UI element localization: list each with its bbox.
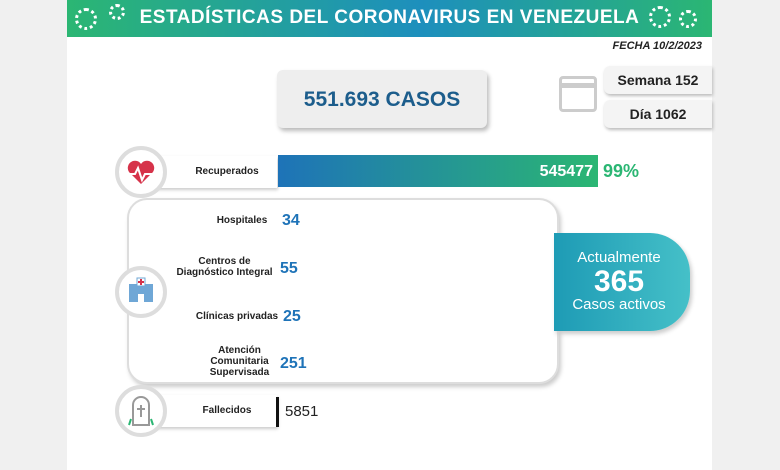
hospitals-value: 34 bbox=[282, 212, 300, 229]
community-care-label: Atención Comunitaria Supervisada bbox=[209, 345, 270, 378]
date-label: FECHA 10/2/2023 bbox=[612, 40, 702, 52]
active-cases-value: 365 bbox=[593, 265, 645, 298]
private-clinics-label: Clínicas privadas bbox=[195, 311, 279, 322]
total-cases-box: 551.693 CASOS bbox=[277, 70, 487, 128]
cdi-value: 55 bbox=[280, 260, 298, 277]
recovered-label: Recuperados bbox=[195, 166, 259, 177]
page-title: ESTADÍSTICAS DEL CORONAVIRUS EN VENEZUEL… bbox=[139, 7, 640, 28]
community-care-value: 251 bbox=[280, 355, 307, 372]
tombstone-icon bbox=[115, 385, 167, 437]
day-badge: Día 1062 bbox=[604, 100, 712, 128]
deaths-value: 5851 bbox=[285, 403, 319, 420]
hospitals-label: Hospitales bbox=[216, 215, 268, 226]
week-badge: Semana 152 bbox=[604, 66, 712, 94]
active-line1: Actualmente bbox=[577, 249, 661, 266]
hospital-icon bbox=[115, 266, 167, 318]
deaths-label: Fallecidos bbox=[202, 405, 252, 416]
recovered-value: 545477 bbox=[539, 163, 593, 180]
recovered-percent: 99% bbox=[603, 161, 640, 181]
virus-icon bbox=[679, 10, 697, 28]
virus-icon bbox=[109, 4, 125, 20]
header-banner: ESTADÍSTICAS DEL CORONAVIRUS EN VENEZUEL… bbox=[67, 0, 712, 37]
heart-icon bbox=[115, 146, 167, 198]
private-clinics-value: 25 bbox=[283, 308, 301, 325]
recovered-bar bbox=[278, 155, 598, 187]
calendar-icon bbox=[559, 76, 597, 112]
deaths-bar bbox=[276, 397, 279, 427]
infographic-sheet: ESTADÍSTICAS DEL CORONAVIRUS EN VENEZUEL… bbox=[67, 0, 712, 470]
virus-icon bbox=[75, 8, 97, 30]
total-cases: 551.693 CASOS bbox=[303, 88, 461, 111]
active-line3: Casos activos bbox=[572, 296, 666, 313]
cdi-label: Centros de Diagnóstico Integral bbox=[176, 256, 273, 278]
active-cases-box: Actualmente 365 Casos activos bbox=[554, 233, 690, 331]
virus-icon bbox=[649, 6, 671, 28]
